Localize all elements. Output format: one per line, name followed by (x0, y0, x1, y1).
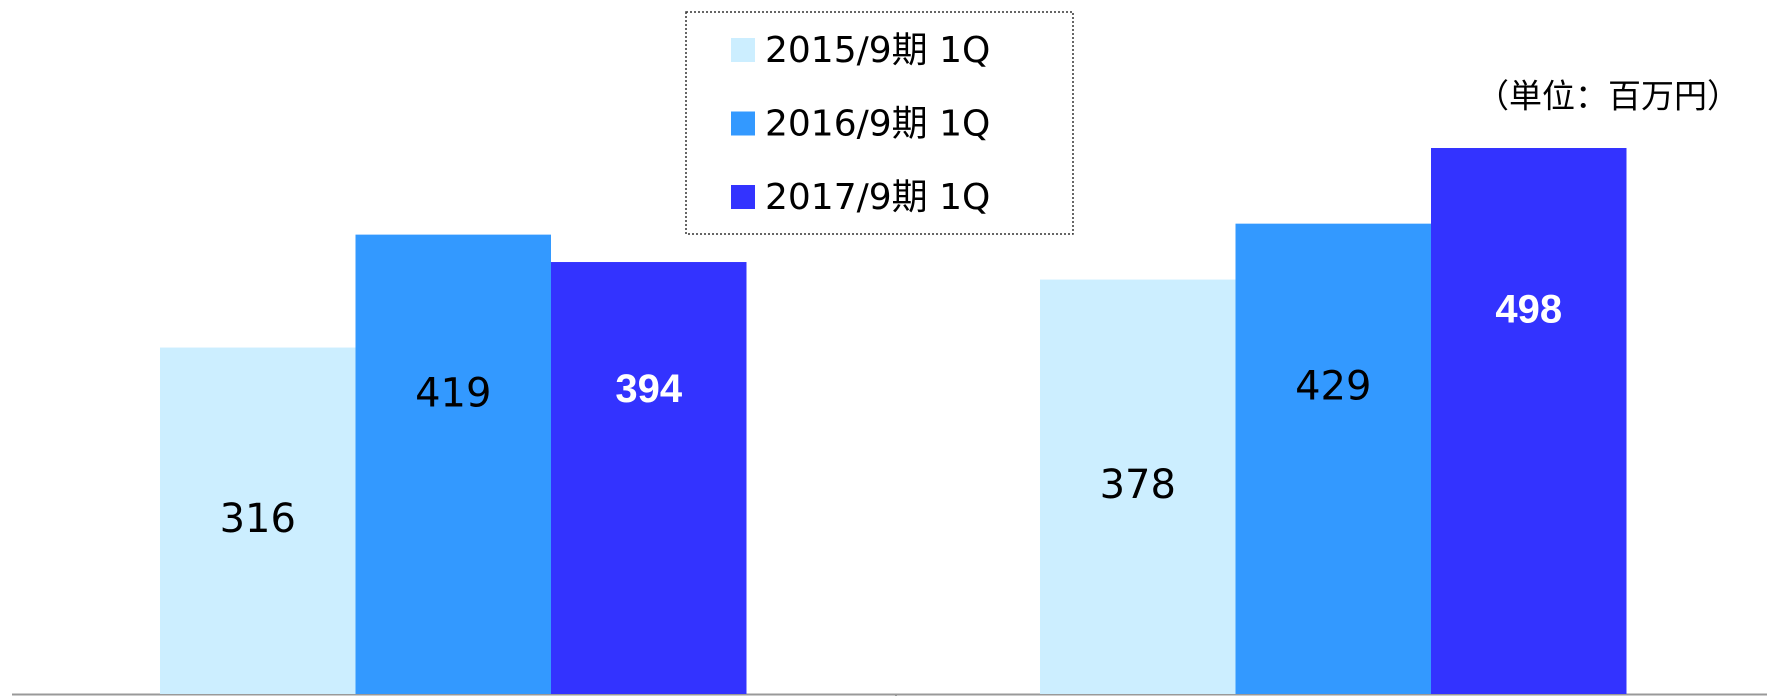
bar (355, 234, 551, 694)
bar (160, 347, 356, 694)
data-label: 378 (1100, 462, 1176, 508)
data-label: 429 (1295, 363, 1371, 409)
legend-swatch (731, 38, 755, 62)
data-label: 394 (615, 367, 682, 411)
legend-swatch (731, 111, 755, 136)
legend-label: 2017/9期 1Q (765, 177, 990, 218)
unit-label: （単位：百万円） (1476, 77, 1740, 116)
data-label: 419 (415, 370, 491, 416)
data-label: 316 (220, 496, 296, 542)
legend-label: 2015/9期 1Q (765, 30, 990, 71)
bar (1040, 279, 1236, 694)
data-label: 498 (1495, 287, 1562, 331)
bar (551, 262, 747, 694)
legend-swatch (731, 185, 755, 209)
bar (1235, 223, 1431, 695)
bar (1431, 148, 1627, 695)
legend-label: 2016/9期 1Q (765, 104, 990, 145)
